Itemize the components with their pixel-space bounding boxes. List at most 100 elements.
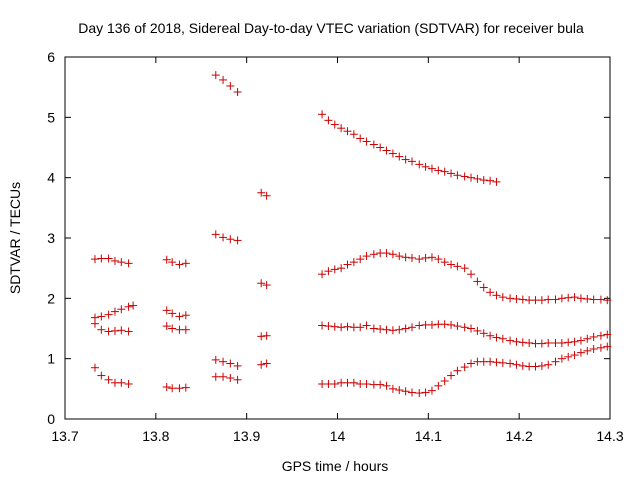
data-point (421, 253, 430, 262)
data-points (90, 71, 612, 398)
data-point (97, 325, 106, 334)
series-trace-d (90, 363, 190, 393)
data-point (104, 375, 113, 384)
data-point (544, 295, 553, 304)
data-point (97, 371, 106, 380)
data-point (506, 359, 515, 368)
data-point (537, 361, 546, 370)
data-point (233, 361, 242, 370)
data-point (440, 167, 449, 176)
data-point (544, 338, 553, 347)
plot-area (64, 56, 611, 420)
data-point (415, 321, 424, 330)
data-point (162, 255, 171, 264)
data-point (349, 378, 358, 387)
data-point (376, 380, 385, 389)
data-point (551, 357, 560, 366)
data-point (440, 320, 449, 329)
data-point (388, 149, 397, 158)
x-tick-label: 13.7 (51, 428, 78, 444)
data-point (447, 260, 456, 269)
data-point (369, 250, 378, 259)
x-tick-label: 14 (330, 428, 346, 444)
data-point (181, 259, 190, 268)
data-point (596, 343, 605, 352)
data-point (262, 331, 271, 340)
data-point (453, 171, 462, 180)
data-point (576, 336, 585, 345)
y-tick-label: 3 (47, 230, 55, 246)
data-point (557, 354, 566, 363)
data-point (492, 333, 501, 342)
data-point (401, 253, 410, 262)
data-point (382, 146, 391, 155)
data-point (576, 348, 585, 357)
y-tick-label: 0 (47, 411, 55, 427)
data-point (168, 258, 177, 267)
data-point (596, 331, 605, 340)
data-point (219, 233, 228, 242)
data-point (531, 362, 540, 371)
data-point (512, 294, 521, 303)
data-point (453, 366, 462, 375)
data-point (162, 383, 171, 392)
data-point (564, 293, 573, 302)
data-point (362, 380, 371, 389)
data-point (544, 360, 553, 369)
data-point (104, 254, 113, 263)
data-point (486, 357, 495, 366)
y-tick-label: 4 (47, 170, 55, 186)
data-point (376, 325, 385, 334)
data-point (175, 312, 184, 321)
data-point (90, 255, 99, 264)
data-point (117, 258, 126, 267)
chart-title: Day 136 of 2018, Sidereal Day-to-day VTE… (78, 20, 584, 36)
data-point (226, 81, 235, 90)
data-point (427, 386, 436, 395)
series-trace-e (211, 71, 501, 200)
y-tick-label: 1 (47, 351, 55, 367)
data-point (343, 260, 352, 269)
data-point (318, 270, 327, 279)
data-point (473, 326, 482, 335)
data-point (219, 75, 228, 84)
data-point (349, 130, 358, 139)
data-point (440, 258, 449, 267)
data-point (90, 319, 99, 328)
data-point (498, 293, 507, 302)
data-point (407, 253, 416, 262)
data-point (349, 258, 358, 267)
data-point (473, 174, 482, 183)
data-point (557, 338, 566, 347)
data-point (518, 295, 527, 304)
axis-ticks (64, 56, 611, 420)
data-point (564, 338, 573, 347)
data-point (110, 307, 119, 316)
data-point (233, 87, 242, 96)
data-point (117, 326, 126, 335)
data-point (407, 157, 416, 166)
data-point (498, 358, 507, 367)
data-point (467, 173, 476, 182)
y-tick-label: 5 (47, 109, 55, 125)
data-point (467, 270, 476, 279)
data-point (407, 323, 416, 332)
data-point (382, 381, 391, 390)
data-point (589, 332, 598, 341)
data-point (104, 327, 113, 336)
data-point (262, 281, 271, 290)
data-point (369, 324, 378, 333)
data-point (337, 323, 346, 332)
data-point (537, 296, 546, 305)
data-point (376, 143, 385, 152)
data-point (401, 155, 410, 164)
data-point (415, 389, 424, 398)
data-point (427, 320, 436, 329)
data-point (330, 120, 339, 129)
data-point (162, 306, 171, 315)
y-tick-label: 6 (47, 49, 55, 65)
data-point (337, 264, 346, 273)
data-point (576, 294, 585, 303)
data-point (226, 235, 235, 244)
data-point (168, 309, 177, 318)
